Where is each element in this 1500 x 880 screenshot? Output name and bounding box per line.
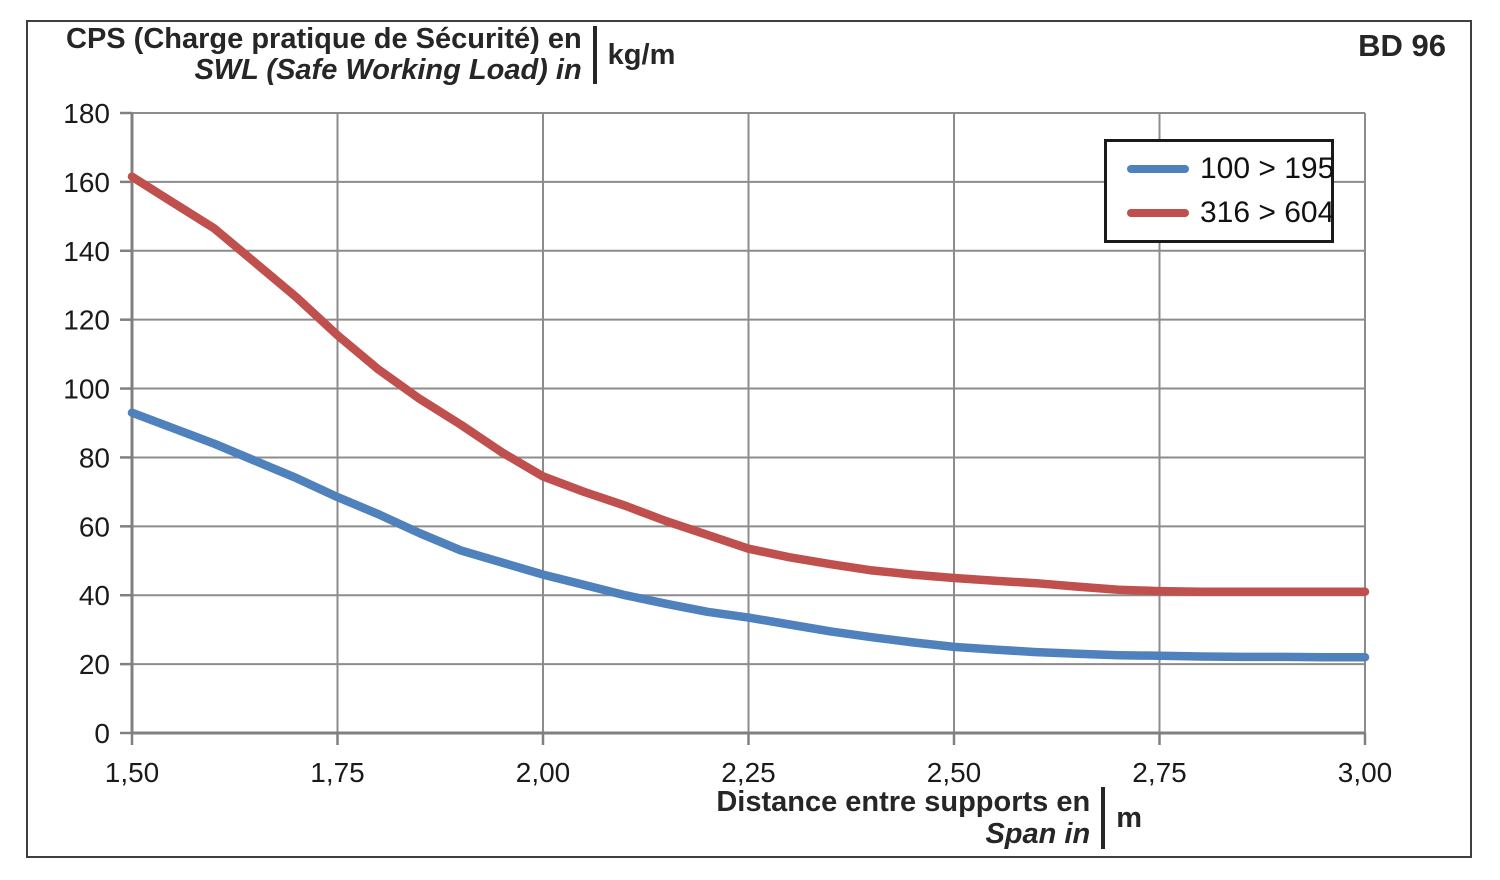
y-tick-label: 40	[79, 580, 110, 611]
legend-label-red: 316 > 604	[1200, 196, 1335, 229]
legend-line-swatch-red-icon	[1127, 209, 1189, 217]
y-tick-label: 100	[63, 374, 110, 405]
model-badge: BD 96	[1358, 28, 1446, 63]
x-tick-label: 3,00	[1338, 757, 1393, 788]
legend-label-blue: 100 > 195	[1200, 152, 1335, 185]
series-line-316-604	[127, 172, 1370, 597]
legend-line-swatch-blue-icon	[1127, 165, 1189, 173]
y-tick-label: 80	[79, 442, 110, 473]
legend: 100 > 195 316 > 604	[1104, 139, 1334, 243]
y-tick-label: 160	[63, 167, 110, 198]
y-tick-label: 60	[79, 511, 110, 542]
axis-ticks	[120, 111, 1367, 745]
x-axis-unit-divider	[1101, 787, 1106, 849]
title-line-en: SWL (Safe Working Load) in	[194, 54, 582, 86]
y-tick-label: 20	[79, 649, 110, 680]
title-line-fr: CPS (Charge pratique de Sécurité) en	[66, 23, 582, 55]
y-tick-label: 120	[63, 305, 110, 336]
x-axis-title-fr: Distance entre supports en	[716, 786, 1091, 818]
title-unit: kg/m	[607, 38, 676, 71]
chart-title: CPS (Charge pratique de Sécurité) en SWL…	[66, 24, 675, 86]
tick-labels: 1,50 1,75 2,00 2,25 2,50 2,75 3,00 0 20 40 60 80 100…	[63, 98, 1392, 788]
x-axis-title-lines: Distance entre supports en Span in	[716, 786, 1090, 850]
x-tick-label: 1,50	[105, 757, 160, 788]
x-axis-unit: m	[1116, 801, 1142, 834]
y-tick-label: 180	[63, 98, 110, 129]
title-unit-divider	[592, 26, 597, 84]
chart-title-lines: CPS (Charge pratique de Sécurité) en SWL…	[66, 24, 582, 86]
y-tick-label: 0	[94, 718, 110, 749]
legend-item-red: 316 > 604	[1127, 196, 1335, 230]
x-tick-label: 1,75	[310, 757, 365, 788]
x-tick-label: 2,75	[1132, 757, 1187, 788]
x-tick-label: 2,50	[927, 757, 982, 788]
x-axis-title-en: Span in	[985, 818, 1091, 850]
x-tick-label: 2,00	[516, 757, 571, 788]
gridlines	[130, 112, 1366, 735]
x-axis-title: Distance entre supports en Span in m	[716, 786, 1142, 850]
x-tick-label: 2,25	[721, 757, 776, 788]
legend-item-blue: 100 > 195	[1127, 152, 1335, 186]
y-tick-label: 140	[63, 236, 110, 267]
series-line-100-195	[127, 408, 1370, 662]
chart-frame	[26, 20, 1472, 858]
